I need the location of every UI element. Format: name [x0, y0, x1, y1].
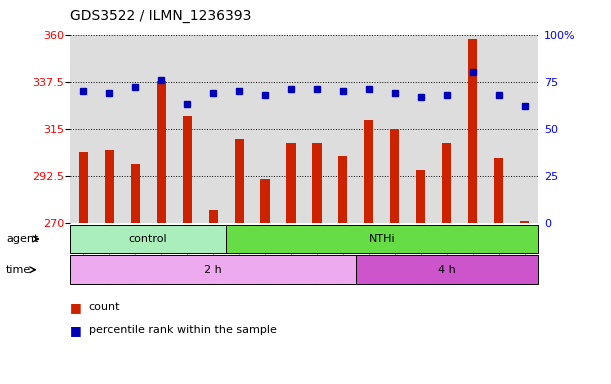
- Bar: [104, 149, 114, 223]
- Bar: [70, 255, 356, 284]
- Text: agent: agent: [6, 234, 38, 244]
- Bar: [287, 143, 296, 223]
- Bar: [364, 120, 373, 223]
- Text: time: time: [6, 265, 31, 275]
- Bar: [416, 170, 425, 223]
- Text: ■: ■: [70, 301, 82, 314]
- Text: percentile rank within the sample: percentile rank within the sample: [89, 325, 276, 335]
- Bar: [183, 116, 192, 223]
- Bar: [131, 164, 140, 223]
- Bar: [235, 139, 244, 223]
- Bar: [156, 81, 166, 223]
- Text: GDS3522 / ILMN_1236393: GDS3522 / ILMN_1236393: [70, 9, 252, 23]
- Bar: [312, 143, 321, 223]
- Text: count: count: [89, 302, 120, 312]
- Bar: [494, 158, 503, 223]
- Bar: [79, 152, 88, 223]
- Bar: [260, 179, 269, 223]
- Bar: [226, 225, 538, 253]
- Text: 2 h: 2 h: [204, 265, 222, 275]
- Text: control: control: [129, 234, 167, 244]
- Bar: [208, 210, 218, 223]
- Bar: [442, 143, 452, 223]
- Bar: [356, 255, 538, 284]
- Bar: [468, 39, 477, 223]
- Bar: [70, 225, 226, 253]
- Text: ■: ■: [70, 324, 82, 337]
- Bar: [338, 156, 348, 223]
- Text: NTHi: NTHi: [368, 234, 395, 244]
- Bar: [520, 221, 529, 223]
- Text: 4 h: 4 h: [438, 265, 456, 275]
- Bar: [390, 129, 400, 223]
